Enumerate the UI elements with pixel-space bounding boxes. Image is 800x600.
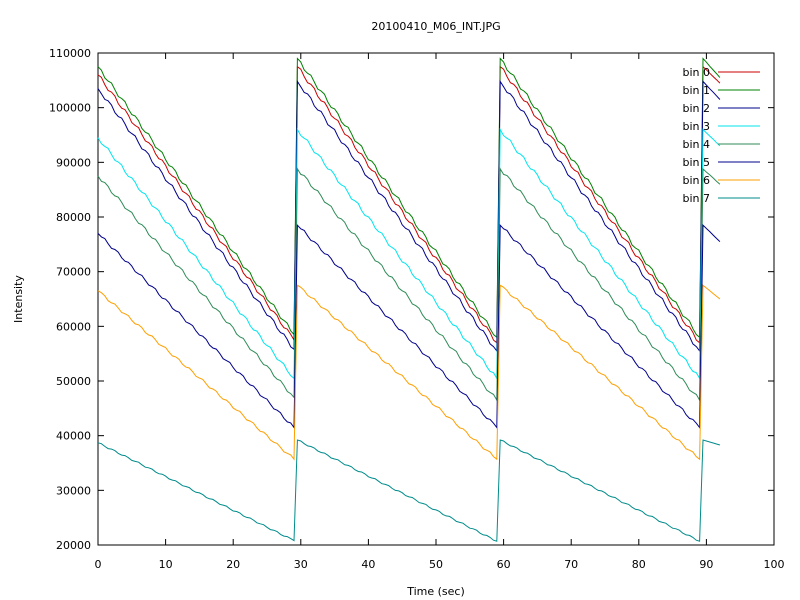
series-line-bin-3 xyxy=(97,127,721,381)
series-line-bin-6 xyxy=(97,284,721,461)
x-tick-label: 80 xyxy=(632,558,646,571)
x-tick-label: 60 xyxy=(497,558,511,571)
x-tick-label: 70 xyxy=(564,558,578,571)
legend-label: bin 4 xyxy=(682,138,710,151)
legend-label: bin 2 xyxy=(682,102,710,115)
y-tick-label: 70000 xyxy=(56,266,91,279)
y-tick-label: 60000 xyxy=(56,320,91,333)
legend-label: bin 5 xyxy=(682,156,710,169)
legend: bin 0 bin 1 bin 2 bin 3 bin 4 bin 5 bin 6 bin 7 xyxy=(682,66,760,205)
series-line-bin-2 xyxy=(97,79,721,353)
series-layer xyxy=(97,57,721,542)
x-tick-label: 20 xyxy=(226,558,240,571)
legend-label: bin 0 xyxy=(682,66,710,79)
chart-title: 20100410_M06_INT.JPG xyxy=(371,20,500,33)
legend-label: bin 6 xyxy=(682,174,710,187)
series-line-bin-5 xyxy=(97,223,721,430)
x-tick-label: 40 xyxy=(361,558,375,571)
plot-frame xyxy=(97,52,775,546)
y-axis-label: Intensity xyxy=(12,275,25,323)
series-line-bin-4 xyxy=(97,167,721,402)
x-tick-label: 10 xyxy=(159,558,173,571)
x-axis-label: Time (sec) xyxy=(406,585,465,598)
legend-label: bin 3 xyxy=(682,120,710,133)
x-tick-label: 100 xyxy=(764,558,785,571)
x-tick-label: 30 xyxy=(294,558,308,571)
x-axis: 0 10 20 30 40 50 60 70 80 90 100 xyxy=(95,53,785,571)
y-tick-label: 80000 xyxy=(56,211,91,224)
y-tick-label: 40000 xyxy=(56,430,91,443)
x-tick-label: 0 xyxy=(95,558,102,571)
series-line-bin-0 xyxy=(97,65,721,344)
series-line-bin-7 xyxy=(97,439,721,542)
y-tick-label: 20000 xyxy=(56,539,91,552)
legend-label: bin 7 xyxy=(682,192,710,205)
x-tick-label: 50 xyxy=(429,558,443,571)
y-tick-label: 30000 xyxy=(56,484,91,497)
y-tick-label: 110000 xyxy=(49,47,91,60)
y-tick-label: 50000 xyxy=(56,375,91,388)
y-tick-label: 90000 xyxy=(56,156,91,169)
y-tick-label: 100000 xyxy=(49,102,91,115)
x-tick-label: 90 xyxy=(699,558,713,571)
legend-label: bin 1 xyxy=(682,84,710,97)
series-line-bin-1 xyxy=(97,57,721,339)
y-axis: 20000 30000 40000 50000 60000 70000 80000 90000… xyxy=(49,47,774,552)
